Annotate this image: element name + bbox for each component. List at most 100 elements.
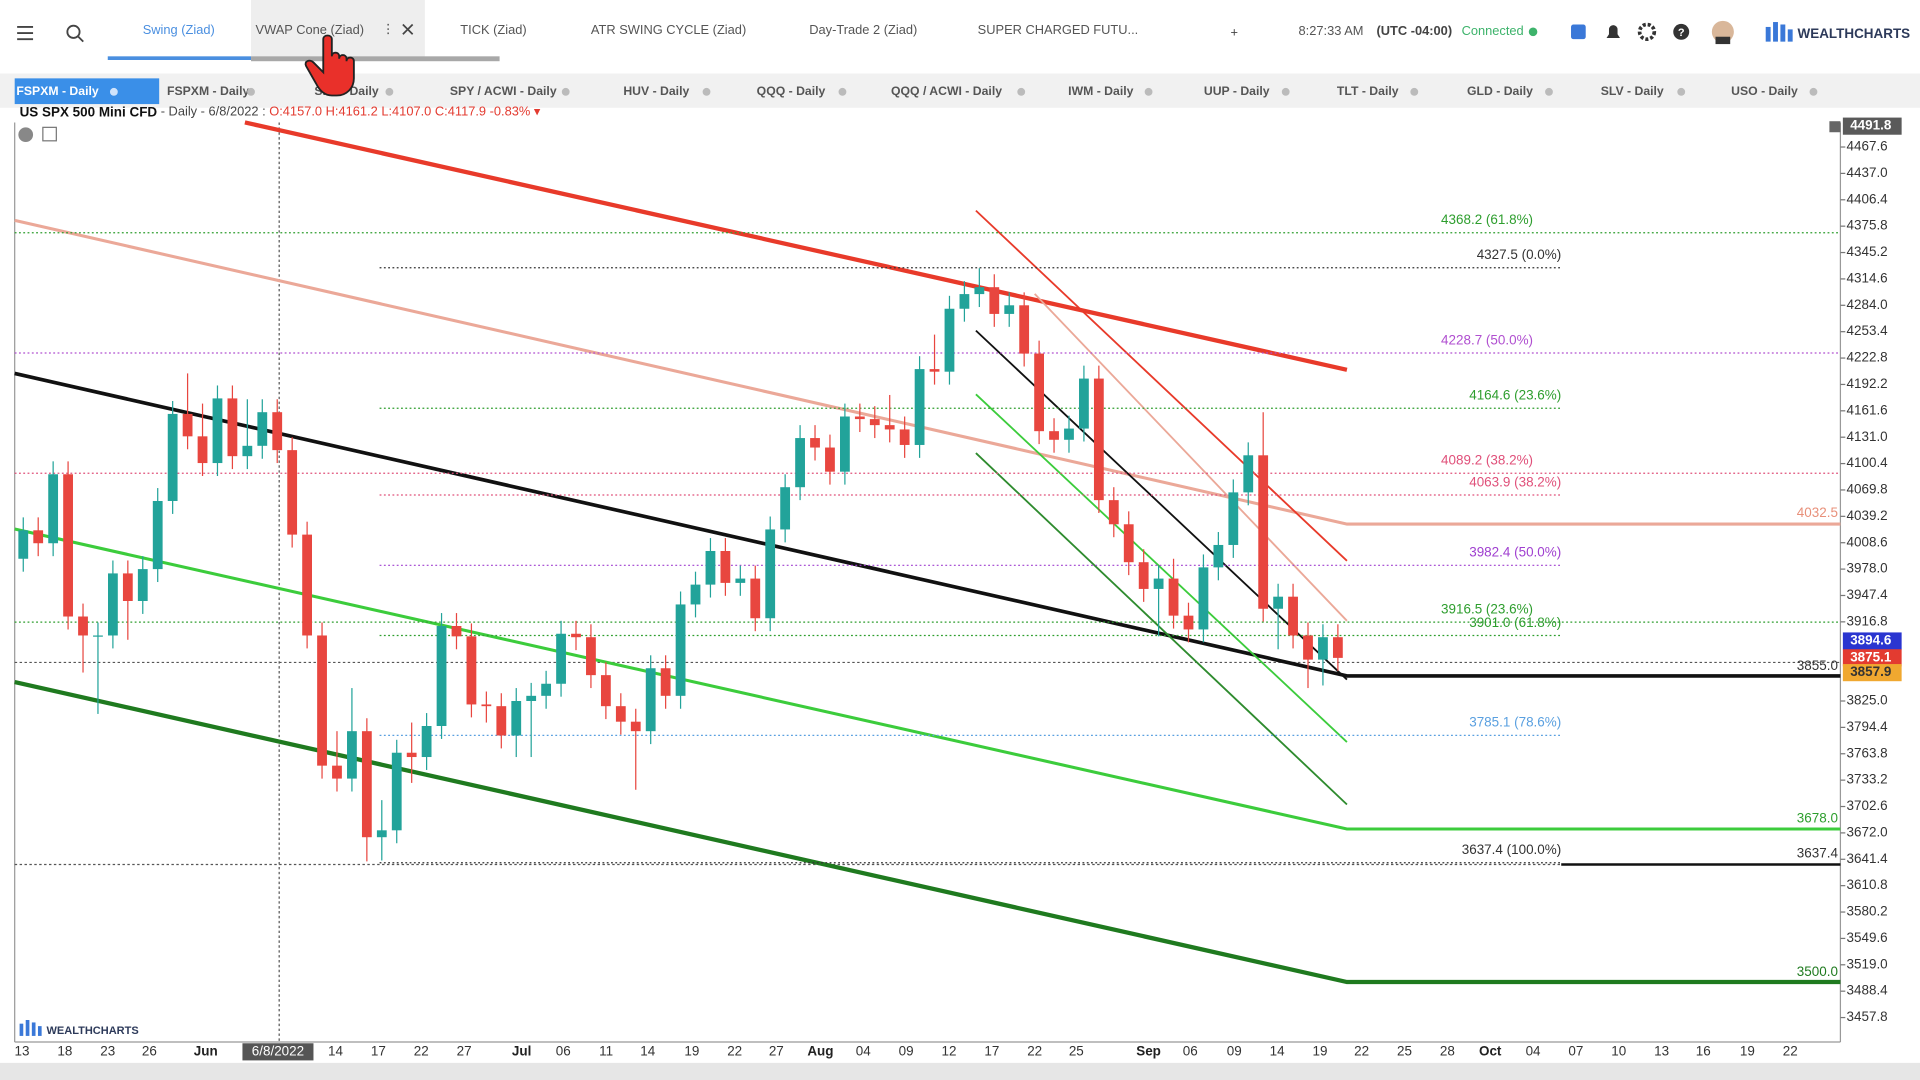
down-arrow: ▾ (530, 104, 541, 119)
logo-mark (1765, 22, 1793, 42)
x-tick-label: 13 (15, 1043, 30, 1058)
add-tab[interactable]: + (1231, 24, 1239, 39)
candle-body (18, 530, 29, 559)
candle-body (1243, 455, 1254, 493)
active-symbol-tab (14, 78, 160, 105)
candle-body (1034, 353, 1044, 432)
tab[interactable]: ATR SWING CYCLE (Ziad) (591, 22, 746, 37)
candle-body (1064, 428, 1074, 440)
candle-body (466, 636, 477, 705)
tab[interactable]: Swing (Ziad) (143, 22, 215, 37)
symbol-tab[interactable]: SLV - Daily (1601, 84, 1664, 98)
watermark: WEALTHCHARTS (47, 1025, 139, 1037)
candle-body (272, 412, 283, 451)
tab[interactable]: TICK (Ziad) (460, 22, 526, 37)
symbol-tab[interactable]: QQQ - Daily (757, 84, 826, 98)
price-tag: 4491.8 (1850, 118, 1892, 133)
tab[interactable]: Day-Trade 2 (Ziad) (809, 22, 917, 37)
symbol-tab[interactable]: TLT - Daily (1337, 84, 1399, 98)
tab-dot (1809, 87, 1818, 96)
candle-body (869, 419, 880, 426)
tab-dot (838, 87, 847, 96)
x-tick-label: Aug (807, 1043, 833, 1058)
candle-body (376, 830, 387, 838)
tab-underline (107, 56, 252, 60)
tab-dot (1545, 87, 1553, 96)
x-tick-label: Jun (194, 1043, 218, 1058)
y-tick-label: 4467.6 (1847, 139, 1888, 154)
x-tick-label: 22 (414, 1043, 429, 1058)
candle-body (854, 416, 865, 420)
fib-label: 3901.0 (61.8%) (1469, 615, 1561, 630)
chart-add[interactable] (42, 126, 57, 142)
price-tag-bg (1842, 664, 1902, 682)
x-tick-label: 09 (899, 1043, 914, 1058)
candle-body (1288, 596, 1298, 636)
x-tick-label: Sep (1136, 1043, 1161, 1058)
y-tick-label: 3610.8 (1847, 877, 1888, 892)
x-tick-label: 28 (1440, 1043, 1455, 1058)
candle-body (1153, 578, 1164, 589)
y-tick-label: 4039.2 (1847, 508, 1888, 523)
symbol-tab[interactable]: UUP - Daily (1204, 84, 1270, 98)
alert-icon[interactable] (1606, 25, 1620, 38)
candle-body (1093, 378, 1104, 501)
x-tick-label: 17 (371, 1043, 386, 1058)
channel-line (975, 393, 1348, 743)
candle-body (63, 474, 73, 617)
price-tag: 3894.6 (1850, 633, 1891, 648)
search-icon[interactable] (66, 24, 84, 43)
symbol-tab[interactable]: IWM - Daily (1068, 84, 1133, 98)
tab[interactable]: VWAP Cone (Ziad) (256, 22, 365, 37)
candle-body (810, 438, 820, 448)
tab[interactable]: SUPER CHARGED FUTU... (978, 22, 1139, 37)
y-tick-label: 4406.4 (1847, 191, 1889, 206)
tab-close[interactable] (402, 23, 414, 35)
chart-tool[interactable] (18, 127, 34, 143)
fib-label: 3785.1 (78.6%) (1469, 715, 1561, 730)
help-glyph: ? (1678, 27, 1685, 39)
x-tick-label: 27 (457, 1043, 472, 1058)
watermark-mark (19, 1020, 42, 1036)
symbol-tab[interactable]: SPY / ACWI - Daily (450, 84, 557, 98)
x-tick-label: 14 (1270, 1043, 1285, 1058)
x-tick-label: 25 (1069, 1043, 1084, 1058)
x-tick-label: Oct (1479, 1043, 1502, 1058)
candle-body (750, 578, 761, 619)
candle-body (302, 534, 312, 636)
save-icon[interactable] (1571, 24, 1586, 40)
candle-body (1049, 431, 1059, 440)
trendline (244, 120, 1348, 372)
settings-icon[interactable] (1637, 22, 1657, 42)
symbol-tab[interactable]: GLD - Daily (1467, 84, 1533, 98)
x-tick-label: 22 (727, 1043, 742, 1058)
y-tick-label: 4131.0 (1847, 429, 1888, 444)
interval: - Daily - 6/8/2022 : (157, 104, 269, 119)
candle-body (48, 474, 59, 544)
symbol-tab[interactable]: QQQ / ACWI - Daily (891, 84, 1002, 98)
y-tick-label: 4069.8 (1847, 482, 1888, 497)
candle-body (526, 695, 537, 701)
candle-body (182, 413, 193, 437)
candle-body (645, 668, 656, 732)
candle-body (227, 398, 238, 457)
menu-icon[interactable] (17, 25, 34, 41)
trendline (14, 679, 1841, 985)
y-tick-label: 3672.0 (1847, 824, 1888, 839)
help-icon[interactable] (1673, 23, 1690, 40)
symbol-tab[interactable]: USO - Daily (1731, 84, 1798, 98)
cursor (304, 34, 355, 97)
candle-body (615, 706, 626, 722)
candle-body (481, 704, 492, 707)
candle-body (914, 369, 925, 445)
candle-body (1004, 305, 1015, 314)
brand: WEALTHCHARTS (1798, 26, 1911, 41)
zoom-button[interactable] (1829, 121, 1841, 133)
symbol-tab[interactable]: FSPXM - Daily (167, 84, 249, 98)
level-tag: 4032.5 (1797, 505, 1838, 520)
trendline (14, 218, 1841, 526)
symbol-tab[interactable]: HUV - Daily (623, 84, 689, 98)
symbol-tab[interactable]: FSPXM - Daily (16, 84, 98, 98)
tab-menu[interactable]: ⋮ (382, 21, 395, 36)
